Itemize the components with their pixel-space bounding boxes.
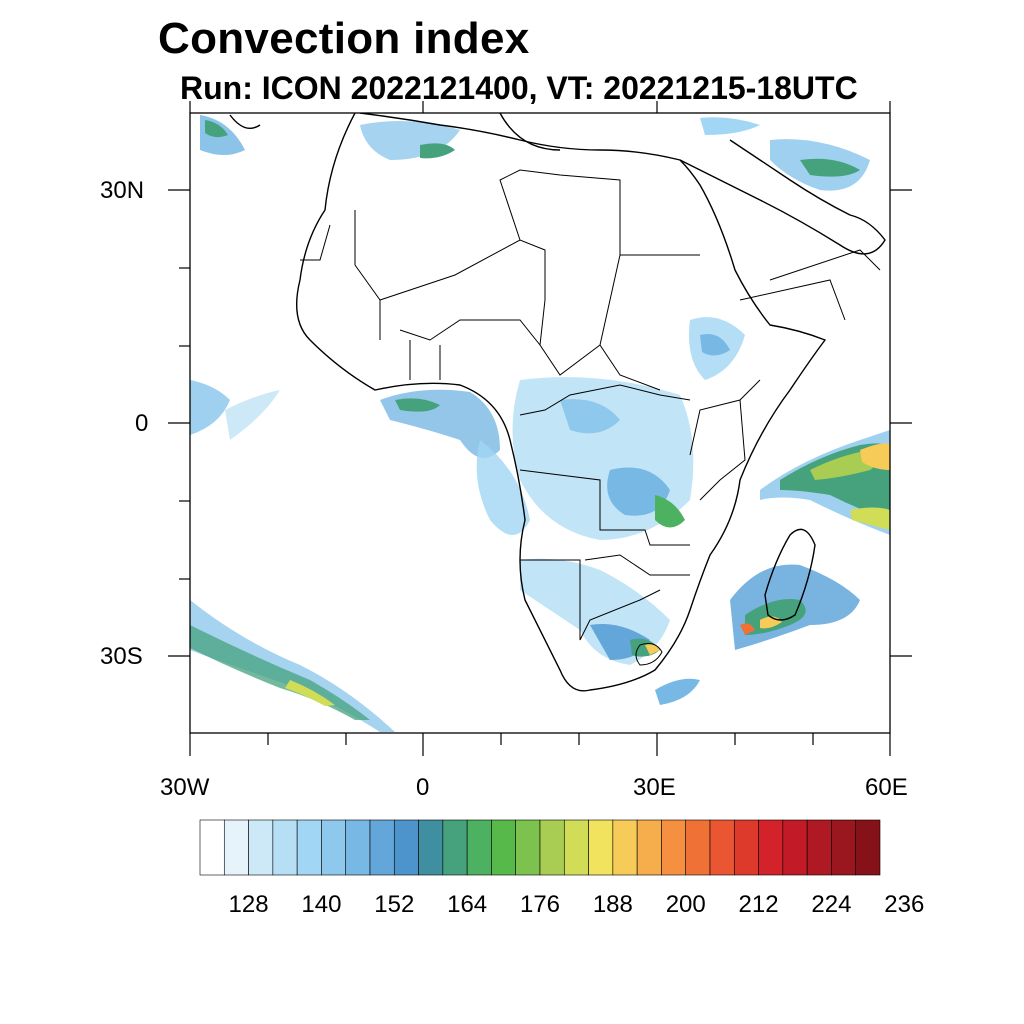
colorbar-box-20 xyxy=(685,819,711,876)
colorbar-tick-label: 164 xyxy=(447,891,487,918)
colorbar-box-17 xyxy=(612,819,638,876)
colorbar-box-14 xyxy=(539,819,565,876)
colorbar-tick-label: 200 xyxy=(666,891,706,918)
colorbar-box-4 xyxy=(296,819,322,876)
colorbar-box-27 xyxy=(855,819,881,876)
colorbar-box-9 xyxy=(418,819,444,876)
map-title: Convection index xyxy=(158,14,530,63)
coastlines xyxy=(229,113,886,692)
colorbar-box-12 xyxy=(491,819,517,876)
colorbar-box-24 xyxy=(782,819,808,876)
colorbar-box-15 xyxy=(563,819,589,876)
colorbar-box-21 xyxy=(709,819,735,876)
lon-label-30w: 30W xyxy=(160,774,210,801)
colorbar-boxes xyxy=(199,819,881,876)
colorbar-tick-label: 212 xyxy=(739,891,779,918)
map-subtitle: Run: ICON 2022121400, VT: 20221215-18UTC xyxy=(180,70,858,106)
colorbar-tick-label: 224 xyxy=(811,891,851,918)
colorbar-box-3 xyxy=(272,819,298,876)
lat-label-0: 0 xyxy=(135,410,149,437)
colorbar-box-18 xyxy=(636,819,662,876)
map-ticks xyxy=(168,101,912,756)
lat-label-30s: 30S xyxy=(100,643,143,670)
colorbar-box-6 xyxy=(345,819,371,876)
convection-field xyxy=(190,115,890,732)
colorbar-box-8 xyxy=(393,819,419,876)
colorbar-box-11 xyxy=(466,819,492,876)
colorbar-box-19 xyxy=(661,819,687,876)
colorbar-box-5 xyxy=(321,819,347,876)
colorbar-box-26 xyxy=(831,819,857,876)
colorbar-tick-label: 188 xyxy=(593,891,633,918)
colorbar-tick-label: 128 xyxy=(229,891,269,918)
colorbar-tick-label: 176 xyxy=(520,891,560,918)
lon-label-0: 0 xyxy=(416,774,430,801)
colorbar-tick-label: 140 xyxy=(301,891,341,918)
colorbar-box-1 xyxy=(223,819,249,876)
colorbar-box-0 xyxy=(199,819,225,876)
lon-label-60e: 60E xyxy=(865,774,908,801)
colorbar-labels: 128 140 152 164 176 188 200 212 224 236 xyxy=(229,891,925,918)
colorbar-box-23 xyxy=(758,819,784,876)
lon-label-30e: 30E xyxy=(633,774,676,801)
colorbar-box-7 xyxy=(369,819,395,876)
colorbar-tick-label: 152 xyxy=(374,891,414,918)
colorbar-box-22 xyxy=(733,819,759,876)
colorbar-box-10 xyxy=(442,819,468,876)
colorbar-tick-label: 236 xyxy=(884,891,924,918)
colorbar-box-13 xyxy=(515,819,541,876)
lat-label-30n: 30N xyxy=(100,177,145,204)
country-borders xyxy=(300,169,881,666)
colorbar-box-16 xyxy=(588,819,614,876)
colorbar-box-2 xyxy=(248,819,274,876)
colorbar-box-25 xyxy=(806,819,832,876)
